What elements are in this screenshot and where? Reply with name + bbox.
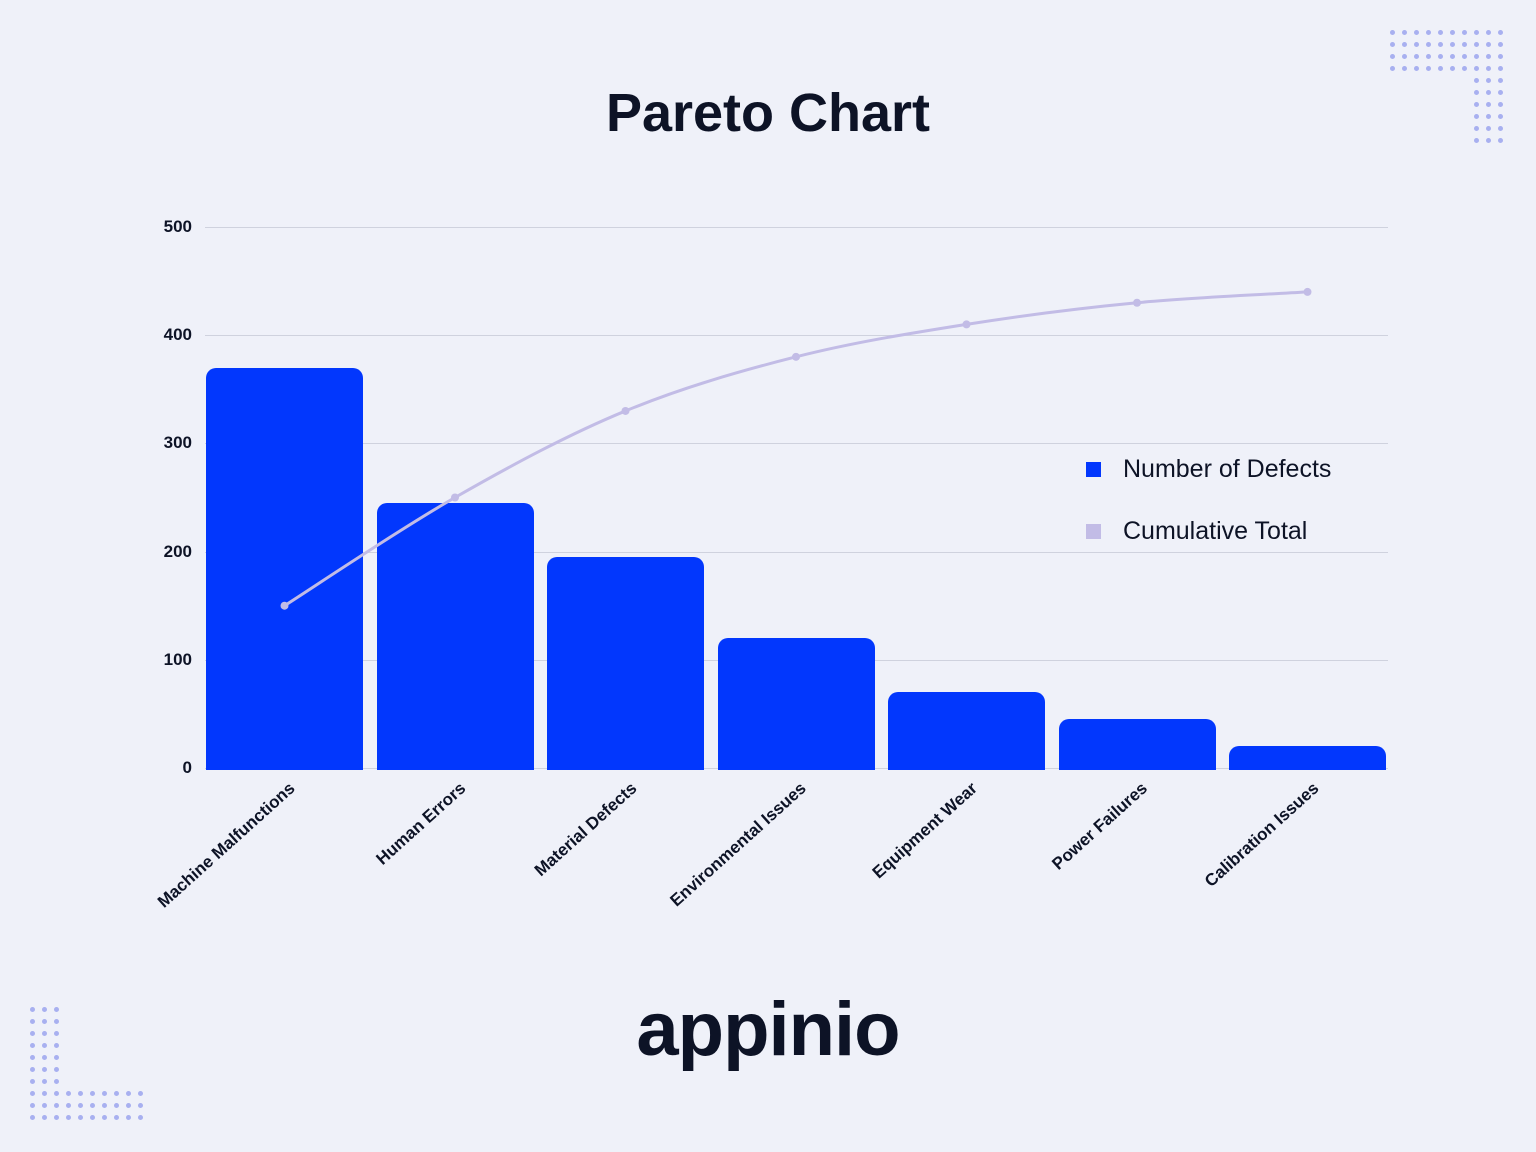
legend-swatch-icon xyxy=(1086,462,1101,477)
decorative-dots-top-right xyxy=(1390,30,1503,143)
y-tick-label: 400 xyxy=(163,325,192,345)
gridline xyxy=(205,227,1388,228)
y-tick-label: 0 xyxy=(182,758,192,777)
bar-human-errors xyxy=(376,502,534,770)
gridline xyxy=(205,335,1388,337)
gridline xyxy=(205,551,1388,553)
legend-swatch-icon xyxy=(1086,524,1101,539)
chart-title: Pareto Chart xyxy=(605,83,931,143)
y-tick-label: 100 xyxy=(163,649,192,669)
bar-material-defects xyxy=(547,557,704,770)
legend-item-cumulative: Cumulative Total xyxy=(1086,517,1307,546)
y-tick-label: 300 xyxy=(163,433,192,453)
decorative-dots-bottom-left xyxy=(30,1007,143,1120)
bar-machine-malfunctions xyxy=(206,367,363,770)
gridline xyxy=(205,443,1388,445)
appinio-logo: appinio xyxy=(636,987,900,1072)
y-tick-label: 200 xyxy=(163,541,192,561)
legend-label: Cumulative Total xyxy=(1123,517,1308,545)
bar-power-failures xyxy=(1058,719,1216,770)
bar-equipment-wear xyxy=(888,692,1045,770)
y-tick-label: 500 xyxy=(163,217,192,236)
bar-environmental-issues xyxy=(717,638,875,770)
bar-calibration-issues xyxy=(1229,746,1386,770)
legend-label: Number of Defects xyxy=(1123,455,1332,483)
legend-item-defects: Number of Defects xyxy=(1086,455,1331,484)
